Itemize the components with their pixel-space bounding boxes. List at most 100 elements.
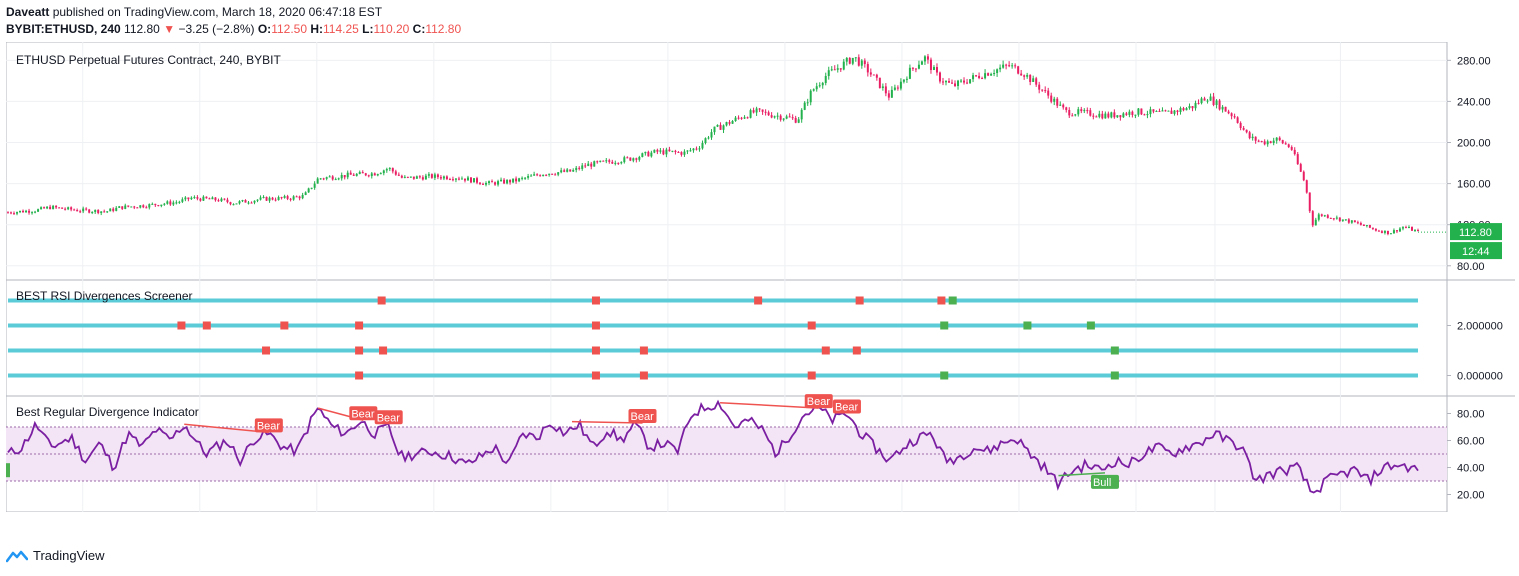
candle-body — [268, 197, 271, 201]
candle-body — [824, 75, 827, 83]
candle-body — [803, 102, 806, 110]
candle-body — [274, 199, 277, 201]
candle-body — [1128, 111, 1131, 115]
candle-body — [536, 174, 539, 176]
candle-body — [1071, 115, 1074, 117]
candle-body — [13, 213, 16, 215]
candle-body — [16, 212, 19, 214]
bear-screener-marker — [639, 371, 648, 380]
candle-body — [680, 152, 683, 155]
candle-body — [196, 197, 199, 199]
chart-area[interactable]: 280.00240.00200.00160.00120.0080.00ETHUS… — [5, 41, 1515, 516]
candle-body — [337, 178, 340, 180]
candle-body — [409, 176, 412, 178]
tradingview-logo-icon — [6, 550, 28, 562]
candle-body — [761, 109, 764, 112]
candle-body — [788, 116, 791, 118]
candle-body — [88, 209, 91, 213]
candle-body — [136, 207, 139, 209]
candle-body — [917, 64, 920, 69]
candle-body — [1161, 110, 1164, 112]
candle-body — [815, 86, 818, 90]
candle-body — [782, 118, 785, 120]
candle-body — [866, 64, 869, 73]
bear-screener-marker — [280, 321, 289, 330]
candle-body — [1125, 113, 1128, 115]
candle-body — [31, 212, 34, 214]
candle-body — [575, 167, 578, 171]
candle-body — [1275, 137, 1278, 141]
bear-screener-marker — [591, 296, 600, 305]
candle-body — [1155, 110, 1158, 112]
symbol-info: BYBIT:ETHUSD, 240 112.80 ▼ −3.25 (−2.8%)… — [6, 22, 461, 36]
candle-body — [944, 81, 947, 83]
candle-body — [1371, 227, 1374, 229]
candle-body — [1053, 98, 1056, 102]
candle-body — [674, 150, 677, 152]
candle-body — [713, 126, 716, 133]
rsi-tick-label: 80.00 — [1457, 409, 1485, 421]
candle-body — [647, 151, 650, 157]
candle-body — [1194, 102, 1197, 109]
candle-body — [1326, 215, 1329, 218]
candle-body — [97, 209, 100, 214]
candle-body — [331, 176, 334, 180]
candle-body — [911, 67, 914, 69]
candle-body — [1059, 104, 1062, 106]
candle-body — [767, 112, 770, 116]
candle-body — [932, 67, 935, 70]
candle-body — [1164, 110, 1167, 112]
candle-body — [1047, 90, 1050, 96]
candle-body — [869, 72, 872, 75]
price-tick-label: 280.00 — [1457, 55, 1491, 67]
candle-body — [121, 206, 124, 209]
candle-body — [611, 161, 614, 164]
candle-body — [1221, 106, 1224, 110]
candle-body — [235, 203, 238, 205]
candle-body — [972, 75, 975, 80]
candle-body — [719, 124, 722, 130]
candle-body — [935, 67, 938, 73]
candle-body — [764, 111, 767, 113]
symbol-name[interactable]: BYBIT:ETHUSD, 240 — [6, 22, 121, 36]
candle-body — [1269, 141, 1272, 144]
candle-body — [1134, 114, 1137, 116]
tradingview-brand[interactable]: TradingView — [6, 548, 105, 563]
screener-pane-title: BEST RSI Divergences Screener — [16, 289, 193, 303]
candle-body — [1320, 214, 1323, 216]
candle-body — [334, 179, 337, 181]
candle-body — [1407, 227, 1410, 229]
candle-body — [999, 67, 1002, 70]
candle-body — [524, 177, 527, 179]
candle-body — [1083, 110, 1086, 112]
candle-body — [1227, 111, 1230, 114]
candle-body — [1236, 117, 1239, 123]
candle-body — [1146, 114, 1149, 116]
chart-svg[interactable]: 280.00240.00200.00160.00120.0080.00ETHUS… — [5, 41, 1515, 516]
candle-body — [629, 157, 632, 161]
candle-body — [1242, 128, 1245, 130]
candle-body — [1020, 73, 1023, 76]
candle-body — [37, 209, 40, 212]
bear-divergence-label: Bear — [807, 396, 831, 408]
candle-body — [115, 207, 118, 211]
candle-body — [469, 177, 472, 183]
candle-body — [421, 177, 424, 180]
candle-body — [1401, 227, 1404, 229]
candle-body — [1104, 113, 1107, 119]
candle-body — [1212, 96, 1215, 105]
candle-body — [76, 210, 79, 212]
bear-screener-marker — [937, 296, 946, 305]
candle-body — [1095, 116, 1098, 118]
candle-body — [1011, 65, 1014, 67]
candle-body — [301, 194, 304, 199]
candle-body — [1143, 114, 1146, 116]
candle-body — [472, 178, 475, 183]
candle-body — [1311, 211, 1314, 226]
candle-body — [1062, 104, 1065, 108]
candle-body — [905, 78, 908, 80]
author-name[interactable]: Daveatt — [6, 5, 50, 19]
candle-body — [587, 163, 590, 167]
candle-body — [608, 160, 611, 162]
bear-screener-marker — [177, 321, 186, 330]
